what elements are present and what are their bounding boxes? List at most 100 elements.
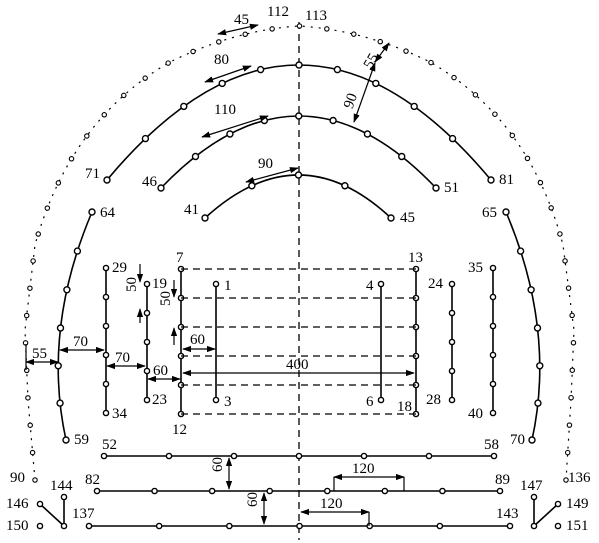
column-19-23 — [143, 280, 151, 404]
node-marker — [296, 23, 303, 29]
node-marker — [534, 399, 542, 407]
node-label-147: 147 — [520, 478, 543, 494]
node-label-64: 64 — [100, 205, 116, 221]
node-marker — [212, 280, 220, 288]
node-marker — [436, 522, 444, 530]
node-label-143: 143 — [496, 506, 519, 522]
node-marker — [226, 130, 234, 138]
node-marker — [56, 324, 65, 332]
node-marker — [565, 285, 572, 291]
node-marker — [425, 452, 433, 460]
dim-label-55-left: 55 — [32, 346, 47, 362]
node-marker — [25, 395, 31, 401]
node-marker — [190, 48, 196, 55]
node-marker — [377, 38, 383, 45]
dim-label-400: 400 — [286, 357, 309, 373]
node-marker — [377, 396, 385, 404]
node-marker — [489, 380, 497, 388]
column-7-12 — [177, 265, 185, 418]
node-marker — [489, 351, 497, 359]
node-marker — [27, 422, 33, 428]
node-marker — [141, 134, 150, 143]
node-marker — [84, 133, 90, 139]
node-marker — [102, 264, 110, 272]
node-label-28: 28 — [426, 392, 441, 408]
node-marker — [570, 340, 577, 346]
node-marker — [29, 449, 36, 456]
node-marker — [157, 184, 165, 192]
dim-label-70-b: 70 — [115, 350, 130, 366]
node-marker — [506, 522, 514, 530]
node-marker — [68, 156, 75, 162]
node-marker — [410, 102, 418, 111]
node-label-137: 137 — [72, 506, 95, 522]
node-marker — [562, 258, 568, 264]
node-marker — [36, 522, 44, 530]
node-marker — [155, 522, 163, 530]
node-marker — [432, 184, 440, 192]
node-marker — [62, 436, 70, 444]
column-4-6 — [377, 280, 385, 404]
node-marker — [366, 522, 373, 530]
node-label-24: 24 — [428, 276, 444, 292]
node-marker — [360, 452, 368, 460]
node-marker — [492, 111, 498, 117]
column-13-18 — [412, 265, 420, 418]
dim-label-120-a: 120 — [352, 461, 375, 477]
node-marker — [563, 477, 569, 483]
arch-inner — [201, 171, 395, 222]
node-marker — [143, 309, 151, 317]
node-marker — [527, 286, 535, 294]
node-label-6: 6 — [366, 394, 374, 410]
node-marker — [448, 280, 456, 288]
node-marker — [448, 367, 456, 375]
node-marker — [35, 231, 41, 237]
wall-right — [502, 208, 544, 444]
node-label-65: 65 — [482, 205, 497, 221]
node-marker — [256, 65, 265, 74]
dim-label-60-v1: 60 — [210, 457, 226, 472]
node-marker — [143, 367, 151, 375]
node-marker — [489, 293, 497, 301]
node-marker — [191, 152, 200, 161]
node-marker — [528, 436, 536, 444]
line-137-143 — [85, 522, 514, 530]
dim-label-45: 45 — [234, 12, 249, 28]
line-52-58 — [100, 452, 498, 460]
node-marker — [230, 452, 238, 460]
node-label-70: 70 — [510, 432, 525, 448]
node-marker — [88, 208, 96, 216]
node-marker — [102, 409, 110, 417]
node-marker — [472, 92, 479, 98]
node-label-7: 7 — [176, 250, 184, 266]
outer-boundary — [22, 23, 577, 483]
node-marker — [569, 367, 576, 373]
corner-legs — [36, 493, 562, 530]
node-label-35: 35 — [468, 260, 483, 276]
node-marker — [85, 522, 93, 530]
node-marker — [448, 134, 457, 143]
node-marker — [381, 487, 389, 495]
node-label-146: 146 — [6, 496, 29, 512]
node-marker — [60, 493, 68, 501]
node-marker — [27, 285, 33, 291]
node-marker — [448, 309, 456, 317]
node-marker — [516, 247, 525, 255]
node-marker — [324, 26, 330, 32]
node-marker — [93, 487, 101, 495]
node-marker — [329, 116, 337, 125]
node-marker — [54, 362, 62, 370]
node-marker — [295, 61, 303, 69]
node-label-34: 34 — [112, 406, 128, 422]
node-marker — [44, 205, 51, 211]
node-marker — [341, 182, 349, 190]
node-label-113: 113 — [305, 8, 327, 24]
node-label-23: 23 — [152, 392, 167, 408]
node-label-41: 41 — [184, 202, 199, 218]
node-label-51: 51 — [444, 180, 459, 196]
node-label-29: 29 — [112, 260, 127, 276]
dim-label-55-top: 55 — [361, 51, 382, 72]
node-marker — [439, 487, 446, 495]
node-marker — [403, 48, 409, 54]
